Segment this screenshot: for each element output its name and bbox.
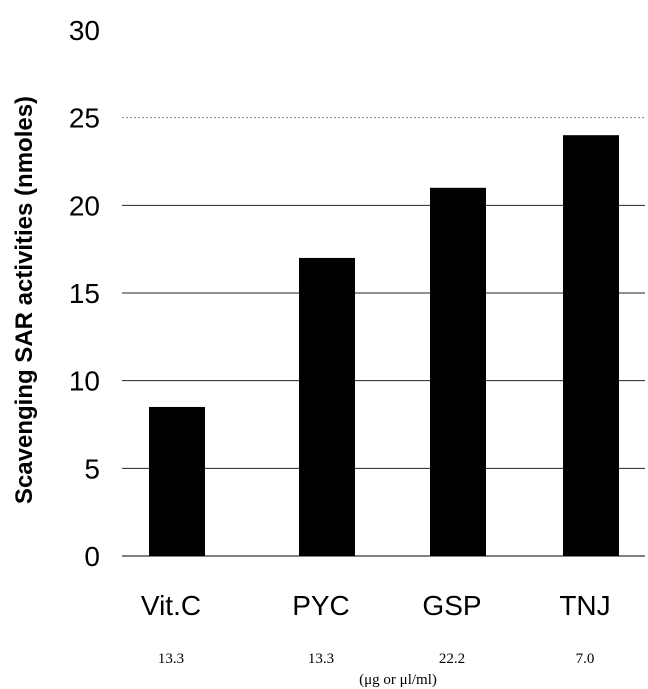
bar (430, 187, 486, 557)
bar (563, 135, 619, 556)
x-tick-label: Vit.C (141, 590, 201, 621)
bars (149, 135, 619, 557)
y-axis-label: Scavenging SAR activities (nmoles) (11, 96, 38, 504)
bar (299, 257, 355, 556)
x-tick-label: PYC (292, 590, 350, 621)
y-tick-label: 5 (84, 453, 100, 484)
concentration-labels: 13.3 13.3 22.2 7.0 (158, 651, 595, 667)
x-tick-label: GSP (422, 590, 481, 621)
y-tick-label: 10 (69, 366, 100, 397)
y-axis-ticks: 0 5 10 15 20 25 30 (69, 15, 100, 572)
y-tick-label: 20 (69, 190, 100, 221)
y-tick-label: 0 (84, 541, 100, 572)
concentration-label: 7.0 (576, 651, 595, 667)
x-tick-label: TNJ (559, 590, 610, 621)
category-labels: Vit.C PYC GSP TNJ (141, 590, 611, 621)
y-tick-label: 25 (69, 103, 100, 134)
bar (149, 406, 205, 556)
concentration-label: 13.3 (308, 651, 334, 667)
concentration-label: 22.2 (439, 651, 465, 667)
gridlines (122, 117, 645, 469)
concentration-label: 13.3 (158, 651, 184, 667)
y-tick-label: 30 (69, 15, 100, 46)
y-tick-label: 15 (69, 278, 100, 309)
concentration-unit-label: (μg or μl/ml) (359, 672, 437, 688)
